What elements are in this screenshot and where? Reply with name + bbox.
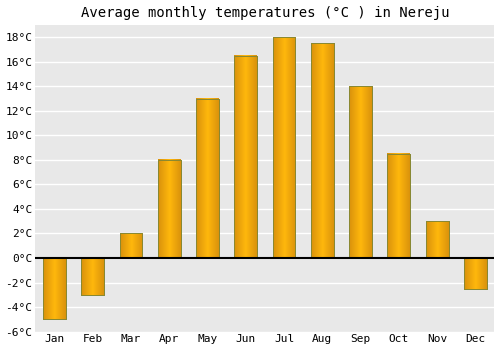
Bar <box>349 86 372 258</box>
Bar <box>81 258 104 295</box>
Title: Average monthly temperatures (°C ) in Nereju: Average monthly temperatures (°C ) in Ne… <box>80 6 449 20</box>
Bar <box>158 160 180 258</box>
Bar <box>426 221 448 258</box>
Bar <box>81 258 104 295</box>
Bar <box>272 37 295 258</box>
Bar <box>311 43 334 258</box>
Bar <box>120 233 142 258</box>
Bar <box>43 258 66 320</box>
Bar <box>234 56 257 258</box>
Bar <box>426 221 448 258</box>
Bar <box>158 160 180 258</box>
Bar <box>464 258 487 289</box>
Bar <box>43 258 66 320</box>
Bar <box>464 258 487 289</box>
Bar <box>272 37 295 258</box>
Bar <box>234 56 257 258</box>
Bar <box>349 86 372 258</box>
Bar <box>196 98 219 258</box>
Bar <box>120 233 142 258</box>
Bar <box>311 43 334 258</box>
Bar <box>196 98 219 258</box>
Bar <box>388 154 410 258</box>
Bar <box>388 154 410 258</box>
